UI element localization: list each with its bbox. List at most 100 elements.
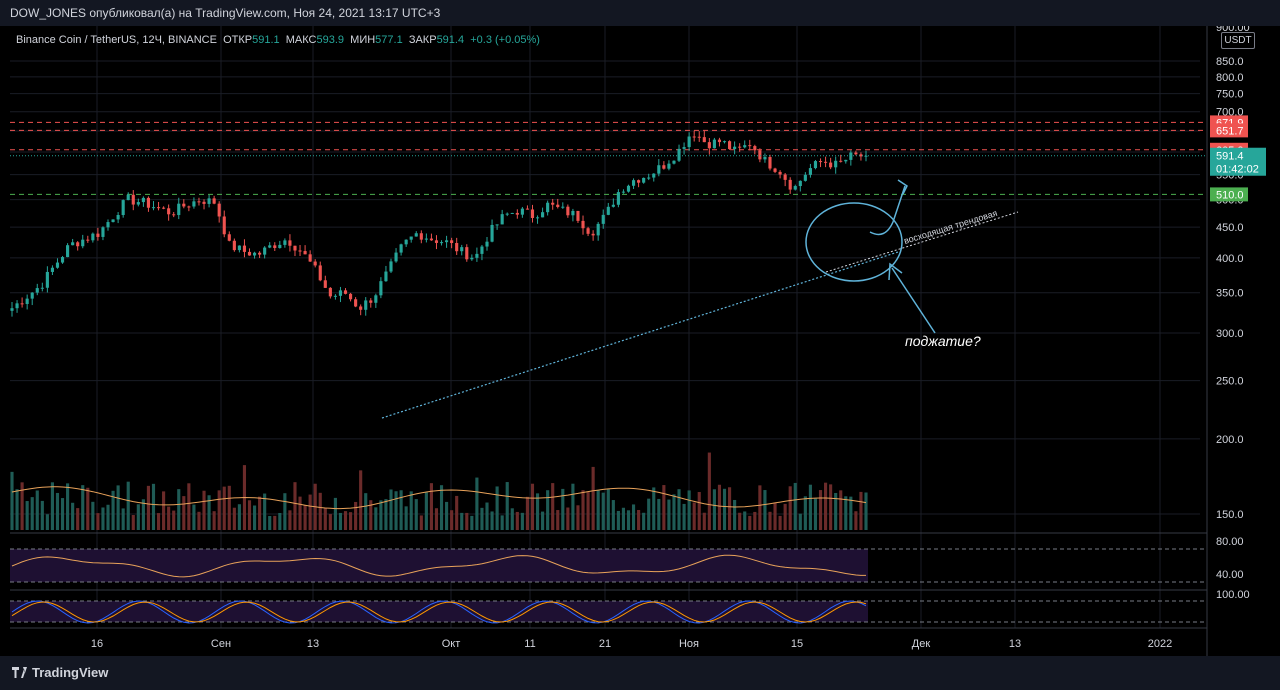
volume-bar (136, 504, 140, 530)
candle-body (71, 242, 75, 246)
candle-body (293, 245, 297, 251)
volume-bar (66, 483, 70, 530)
price-label-text: 510.0 (1216, 189, 1244, 201)
volume-bar (798, 513, 802, 530)
candle-body (773, 168, 777, 172)
volume-bar (86, 487, 90, 530)
candle-body (434, 240, 439, 243)
volume-bar (450, 510, 454, 530)
volume-bar (247, 500, 252, 530)
time-axis: 16 Сен 13 Окт 11 21 Ноя 15 Дек 13 2022 (91, 638, 1172, 650)
candle-body (586, 228, 590, 234)
candle-body (778, 171, 782, 175)
candle-body (111, 219, 115, 223)
volume-bar (475, 477, 479, 530)
candle-body (707, 142, 711, 149)
candle-body (197, 201, 201, 203)
candle-body (541, 212, 545, 218)
volume-bar (10, 471, 14, 530)
time-axis-label: 16 (91, 638, 103, 650)
candle-body (495, 224, 499, 226)
volume-bar (156, 513, 161, 530)
candle-body (232, 240, 236, 251)
last-price-box (1210, 147, 1266, 176)
volume-bar (45, 514, 49, 530)
volume-bar (237, 504, 241, 530)
question-annotation: поджатие? (905, 333, 981, 349)
candle-body (162, 207, 166, 209)
candle-body (182, 203, 186, 207)
candle-body (616, 192, 620, 205)
volume-bar (369, 500, 373, 530)
low-label: МИН (350, 34, 376, 46)
candle-body (510, 212, 514, 214)
candle-body (414, 233, 418, 237)
volume-bar (647, 498, 651, 530)
time-axis-label: 2022 (1148, 638, 1172, 650)
volume-bar (793, 482, 797, 530)
volume-bar (172, 510, 176, 530)
volume-bar (30, 497, 34, 530)
volume-bar (35, 490, 39, 530)
candle-body (349, 293, 353, 300)
volume-bar (697, 492, 701, 530)
volume-bar (667, 499, 671, 530)
volume-bar (434, 508, 439, 530)
volume-bar (187, 483, 191, 530)
volume-bar (566, 507, 570, 530)
candle-body (738, 146, 742, 148)
volume-bar (263, 493, 267, 530)
candle-body (156, 207, 161, 209)
candle-body (854, 152, 858, 155)
volume-bar (733, 499, 737, 530)
candle-body (308, 254, 312, 262)
candle-body (530, 209, 535, 218)
volume-bar (217, 490, 221, 530)
candle-body (500, 214, 504, 225)
candle-body (288, 240, 292, 246)
volume-bar (778, 515, 782, 530)
candle-body (101, 227, 105, 237)
rsi-axis-label: 80.00 (1216, 536, 1244, 548)
volume-bar (601, 492, 605, 530)
chart-area[interactable]: восходящая трендовая поджатие? 900.00 850.… (0, 22, 1280, 656)
volume-bar (212, 511, 216, 530)
volume-bar (561, 488, 565, 530)
candle-body (252, 252, 257, 256)
candle-body (399, 244, 403, 253)
volume-bar (505, 482, 509, 530)
candle-body (783, 174, 787, 180)
volume-bar (495, 486, 499, 530)
candle-body (601, 214, 605, 224)
currency-button[interactable]: USDT (1221, 32, 1255, 49)
candle-body (283, 240, 287, 245)
volume-bar (854, 511, 858, 530)
candle-body (798, 180, 802, 187)
tradingview-logo[interactable]: TradingView (12, 665, 108, 680)
candle-body (475, 253, 479, 258)
volume-bar (637, 509, 641, 530)
volume-bar (76, 508, 80, 530)
volume-bar (571, 483, 575, 530)
candle-body (657, 165, 661, 174)
volume-bar (384, 499, 388, 530)
volume-bar (445, 501, 449, 530)
candle-body (151, 207, 156, 209)
volume-bar (738, 512, 742, 530)
stoch-rsi-panel (10, 600, 1207, 624)
volume-bar (252, 505, 257, 530)
volume-bar (510, 508, 514, 530)
time-axis-label: Окт (442, 638, 461, 650)
volume-bar (81, 485, 85, 530)
candle-body (359, 306, 363, 310)
candle-body (561, 206, 565, 208)
candle-body (662, 165, 666, 169)
rsi-band (10, 549, 868, 582)
candle-body (10, 308, 14, 311)
volume-bar (586, 492, 590, 530)
symbol-legend: Binance Coin / TetherUS, 12Ч, BINANCE ОТ… (16, 34, 540, 46)
last-price-text: 591.4 (1216, 151, 1244, 163)
volume-bar (328, 514, 332, 530)
candle-body (621, 191, 626, 193)
